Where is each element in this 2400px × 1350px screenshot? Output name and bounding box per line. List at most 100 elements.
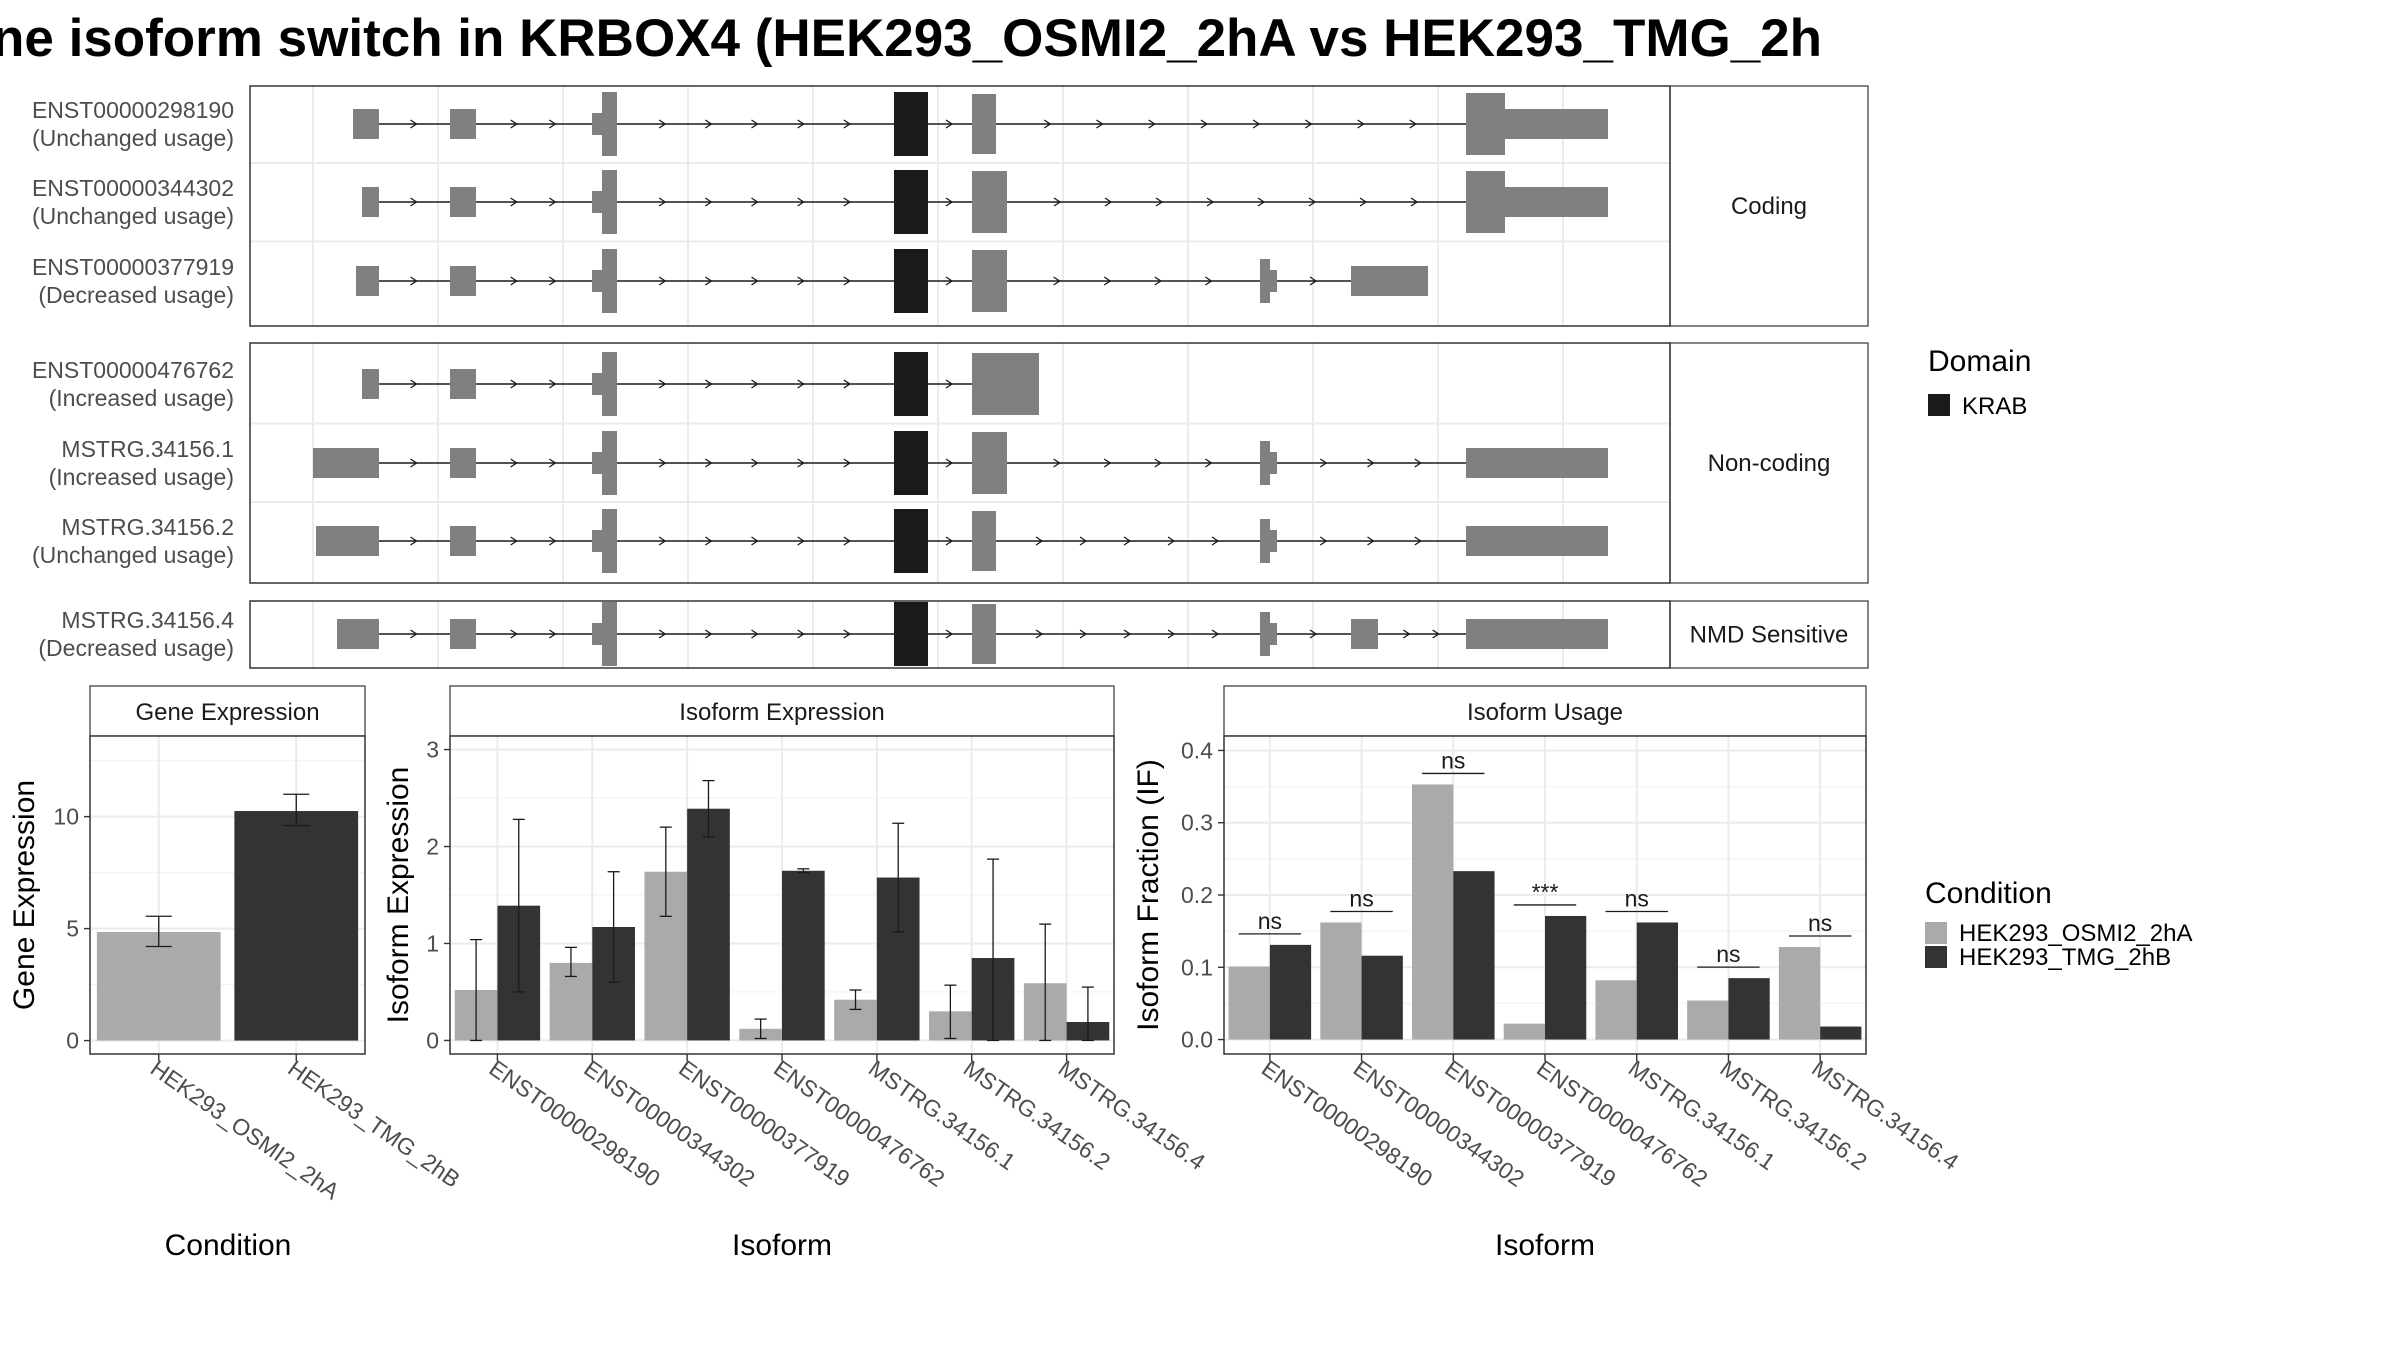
panel-border (249, 600, 1671, 669)
facet-label: Non-coding (1708, 450, 1831, 477)
bar (1320, 922, 1362, 1040)
krab-domain-exon (894, 602, 902, 666)
direction-arrow (658, 197, 667, 207)
exon (1351, 619, 1378, 649)
bar (1595, 980, 1637, 1040)
plot-border (89, 735, 366, 1055)
direction-arrow (1155, 197, 1164, 207)
direction-arrow (1123, 629, 1132, 639)
y-tick-label: 0.4 (1181, 737, 1213, 763)
exon (602, 249, 617, 313)
direction-arrow (410, 536, 418, 546)
significance-label: ns (1625, 885, 1649, 911)
y-tick-label: 0 (426, 1027, 439, 1053)
chart-strip (89, 685, 366, 737)
bar (1269, 944, 1312, 1040)
transcript-row: MSTRG.34156.2(Unchanged usage) (32, 509, 1608, 573)
direction-arrow (410, 119, 418, 129)
direction-arrow (797, 458, 805, 468)
x-axis-title: Isoform (732, 1229, 832, 1262)
direction-arrow (751, 276, 759, 286)
transcript-status-label: (Increased usage) (49, 464, 234, 490)
domain-legend: Domain KRAB (1928, 345, 2031, 420)
direction-arrow (945, 379, 954, 389)
direction-arrow (410, 197, 418, 207)
exon (362, 187, 379, 217)
exon (972, 94, 996, 154)
condition-legend: Condition HEK293_OSMI2_2hA HEK293_TMG_2h… (1925, 877, 2192, 971)
exon (1466, 448, 1608, 478)
exon (1260, 519, 1270, 563)
domain-legend-label-krab: KRAB (1962, 393, 2027, 420)
krab-domain-exon (894, 92, 902, 156)
panel-background (250, 86, 1670, 326)
direction-arrow (751, 119, 759, 129)
direction-arrow (1053, 197, 1062, 207)
direction-arrow (510, 458, 518, 468)
krab-domain-exon (894, 509, 902, 573)
direction-arrow (1402, 629, 1411, 639)
chart-strip (449, 685, 1115, 737)
bar (1687, 1000, 1729, 1040)
direction-arrow (1308, 197, 1317, 207)
direction-arrow (704, 379, 713, 389)
y-tick-label: 0.3 (1181, 810, 1213, 836)
transcript-status-label: (Unchanged usage) (32, 542, 234, 568)
panel-border (249, 85, 1671, 327)
exon (1505, 187, 1608, 217)
exon (362, 369, 379, 399)
direction-arrow (1035, 629, 1044, 639)
bar (782, 870, 825, 1041)
direction-arrow (1035, 536, 1044, 546)
direction-arrow (1206, 197, 1215, 207)
x-axis-title: Condition (165, 1229, 292, 1262)
exon (1466, 171, 1505, 233)
krab-domain-exon (902, 92, 928, 156)
exon (972, 511, 996, 571)
bar (1545, 915, 1587, 1040)
y-tick-label: 3 (426, 737, 439, 763)
domain-legend-title: Domain (1928, 345, 2031, 378)
exon (592, 623, 602, 645)
direction-arrow (797, 119, 805, 129)
bar (1636, 922, 1678, 1040)
direction-arrow (843, 536, 852, 546)
direction-arrow (797, 276, 805, 286)
exon (1260, 612, 1270, 656)
bar (1412, 784, 1454, 1040)
exon (450, 619, 476, 649)
direction-arrow (1104, 197, 1113, 207)
direction-arrow (1079, 536, 1088, 546)
exon (1260, 259, 1270, 303)
chart-title: Isoform Expression (679, 699, 884, 726)
direction-arrow (1205, 458, 1213, 468)
exon (972, 432, 1007, 494)
transcript-row: MSTRG.34156.1(Increased usage) (49, 431, 1608, 495)
direction-arrow (1211, 629, 1220, 639)
bar (1503, 1023, 1545, 1040)
direction-arrow (548, 458, 557, 468)
direction-arrow (945, 458, 954, 468)
exon (1466, 93, 1505, 155)
direction-arrow (1432, 629, 1440, 639)
exon (602, 92, 617, 156)
significance-label: *** (1532, 879, 1559, 905)
transcript-status-label: (Increased usage) (49, 385, 234, 411)
y-tick-label: 1 (426, 930, 439, 956)
domain-legend-key-krab (1928, 394, 1950, 416)
direction-arrow (1053, 276, 1061, 286)
exon (337, 619, 379, 649)
x-axis-title: Isoform (1495, 1229, 1595, 1262)
bar (1728, 978, 1770, 1040)
transcript-status-label: (Decreased usage) (38, 635, 234, 661)
direction-arrow (548, 119, 557, 129)
exon (592, 191, 602, 213)
direction-arrow (797, 536, 805, 546)
structure-panel-nmd-sensitive: NMD Sensitive MSTRG.34156.4(Decreased usa… (38, 600, 1869, 669)
direction-arrow (1367, 536, 1375, 546)
y-tick-label: 10 (53, 804, 79, 830)
gene-expression-chart: Gene Expression0510HEK293_OSMI2_2hAHEK29… (8, 685, 465, 1262)
direction-arrow (1123, 536, 1132, 546)
exon (353, 109, 379, 139)
